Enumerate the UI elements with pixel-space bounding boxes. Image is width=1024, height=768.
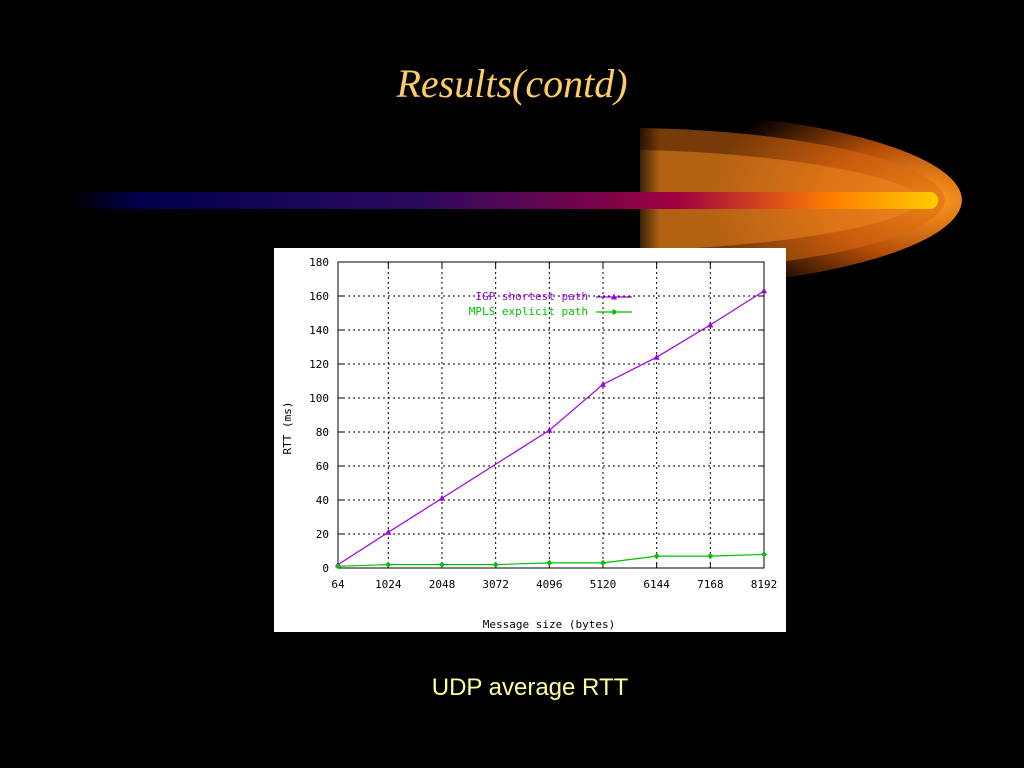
data-point-igp [653,353,660,360]
legend-label-mpls: MPLS explicit path [469,305,588,318]
y-tick-label: 20 [316,528,329,541]
y-tick-label: 140 [309,324,329,337]
data-point-mpls [546,559,553,566]
x-tick-label: 7168 [697,578,724,591]
x-tick-label: 5120 [590,578,617,591]
data-point-mpls [653,553,660,560]
data-point-mpls [335,563,341,570]
y-ticks: 0 20 40 60 80 100 120 140 160 180 [309,256,764,575]
slide-title: Results(contd) [396,61,628,106]
legend-marker-mpls [611,309,617,315]
data-point-igp [707,321,714,328]
y-tick-label: 60 [316,460,329,473]
legend-label-igp: IGP shortest path [475,290,588,303]
y-axis-label: RTT (ms) [281,402,294,455]
data-point-igp [599,380,606,387]
series-layer [335,287,767,570]
legend-marker-igp [611,293,617,300]
data-point-mpls [492,561,499,568]
x-tick-label: 64 [331,578,345,591]
y-tick-label: 40 [316,494,329,507]
rtt-chart: 64 1024 2048 3072 4096 5120 6144 7168 8192 0 20 40… [274,248,786,632]
chart-canvas: 64 1024 2048 3072 4096 5120 6144 7168 8192 0 20 40… [281,256,777,631]
legend: IGP shortest path MPLS explicit path [469,290,632,318]
y-tick-label: 0 [322,562,329,575]
data-point-mpls [761,551,767,558]
data-point-igp [761,287,767,294]
y-tick-label: 80 [316,426,329,439]
y-tick-label: 120 [309,358,329,371]
data-point-mpls [599,559,606,566]
x-tick-label: 8192 [751,578,778,591]
x-tick-label: 1024 [375,578,402,591]
x-ticks: 64 1024 2048 3072 4096 5120 6144 7168 8192 [331,262,777,591]
data-point-mpls [385,561,392,568]
data-point-igp [438,494,445,501]
grid-lines [338,262,764,568]
y-tick-label: 180 [309,256,329,269]
x-tick-label: 3072 [482,578,509,591]
series-line-igp [337,290,765,566]
series-line-mpls [337,553,765,567]
gradient-band [70,192,938,209]
plot-frame [337,261,765,569]
data-point-igp [546,426,553,433]
x-axis-label: Message size (bytes) [483,618,615,631]
x-tick-label: 4096 [536,578,563,591]
data-point-mpls [438,561,445,568]
data-point-igp [385,528,392,535]
slide-caption: UDP average RTT [431,674,629,701]
x-tick-label: 6144 [643,578,670,591]
y-tick-label: 160 [309,290,329,303]
x-tick-label: 2048 [429,578,456,591]
data-point-mpls [707,553,714,560]
y-tick-label: 100 [309,392,329,405]
